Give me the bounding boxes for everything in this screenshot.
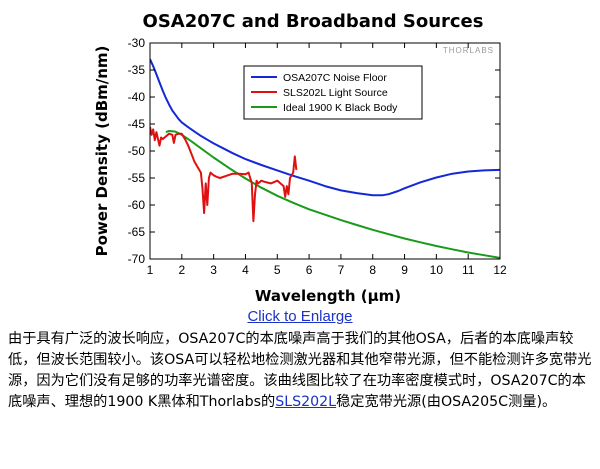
y-tick-label: -55	[128, 171, 146, 185]
x-tick-label: 11	[462, 263, 475, 277]
x-tick-label: 6	[306, 263, 313, 277]
x-tick-label: 10	[430, 263, 444, 277]
legend-label-1: SLS202L Light Source	[283, 87, 388, 99]
y-tick-label: -50	[128, 144, 146, 158]
y-tick-label: -45	[128, 117, 146, 131]
x-tick-label: 4	[242, 263, 249, 277]
caption-text-2: 稳定宽带光源(由OSA205C测量)。	[336, 394, 557, 410]
x-tick-label: 7	[338, 263, 345, 277]
y-tick-label: -30	[128, 36, 146, 50]
x-tick-label: 5	[274, 263, 281, 277]
y-tick-label: -35	[128, 63, 146, 77]
legend-label-2: Ideal 1900 K Black Body	[283, 102, 398, 114]
y-tick-label: -60	[128, 198, 146, 212]
x-tick-label: 8	[369, 263, 376, 277]
chart-legend: OSA207C Noise Floor SLS202L Light Source I…	[243, 65, 423, 120]
x-tick-label: 9	[401, 263, 408, 277]
y-tick-label: -65	[128, 225, 146, 239]
x-tick-label: 3	[210, 263, 217, 277]
legend-label-0: OSA207C Noise Floor	[283, 72, 387, 84]
caption-text-1: 由于具有广泛的波长响应，OSA207C的本底噪声高于我们的其他OSA，后者的本底…	[8, 331, 592, 410]
watermark-logo: THORLABS	[443, 46, 494, 55]
x-axis-label: Wavelength (μm)	[255, 287, 401, 305]
sls202l-link[interactable]: SLS202L	[275, 394, 337, 410]
y-axis-label: Power Density (dBm/nm)	[93, 46, 111, 257]
caption-paragraph: 由于具有广泛的波长响应，OSA207C的本底噪声高于我们的其他OSA，后者的本底…	[8, 329, 596, 413]
series-line-1	[150, 126, 298, 223]
x-tick-label: 12	[493, 263, 507, 277]
x-tick-label: 2	[178, 263, 185, 277]
chart-title: OSA207C and Broadband Sources	[143, 11, 484, 32]
series-line-2	[165, 130, 500, 259]
y-tick-label: -70	[128, 252, 146, 266]
x-tick-label: 1	[147, 263, 154, 277]
click-to-enlarge-link[interactable]: Click to Enlarge	[247, 308, 353, 325]
series-line-0	[150, 58, 500, 197]
y-tick-label: -40	[128, 90, 146, 104]
